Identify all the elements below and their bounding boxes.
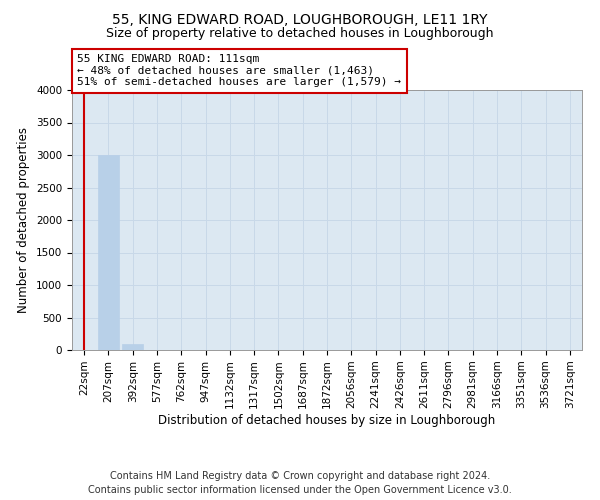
Text: 55, KING EDWARD ROAD, LOUGHBOROUGH, LE11 1RY: 55, KING EDWARD ROAD, LOUGHBOROUGH, LE11… [112,12,488,26]
X-axis label: Distribution of detached houses by size in Loughborough: Distribution of detached houses by size … [158,414,496,427]
Text: Size of property relative to detached houses in Loughborough: Size of property relative to detached ho… [106,28,494,40]
Bar [122,344,143,350]
Text: Contains HM Land Registry data © Crown copyright and database right 2024.
Contai: Contains HM Land Registry data © Crown c… [88,471,512,495]
Text: 55 KING EDWARD ROAD: 111sqm
← 48% of detached houses are smaller (1,463)
51% of : 55 KING EDWARD ROAD: 111sqm ← 48% of det… [77,54,401,88]
Bar [98,155,119,350]
Y-axis label: Number of detached properties: Number of detached properties [17,127,31,313]
